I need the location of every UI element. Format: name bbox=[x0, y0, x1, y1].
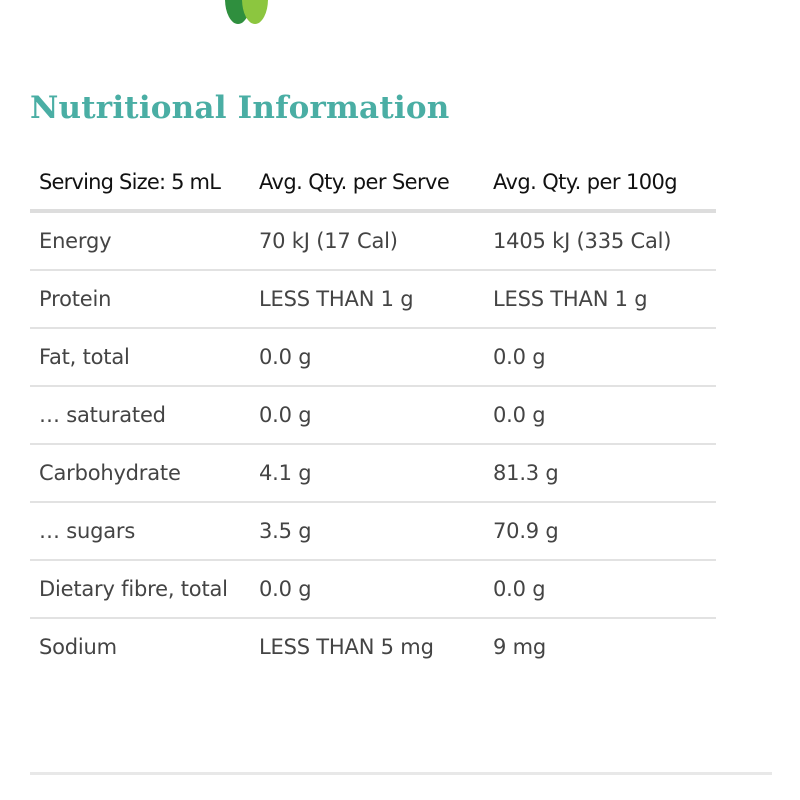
nutrient-name: … saturated bbox=[30, 386, 250, 445]
per-serve-value: 0.0 g bbox=[250, 560, 484, 619]
per-100g-value: 0.0 g bbox=[484, 560, 716, 619]
logo-light-leaf bbox=[242, 0, 268, 24]
per-100g-value: 0.0 g bbox=[484, 386, 716, 445]
per-100g-value: 9 mg bbox=[493, 635, 547, 659]
section-divider bbox=[30, 772, 772, 775]
per-100g-value: 81.3 g bbox=[484, 444, 716, 503]
per-100g-value: 0.0 g bbox=[484, 328, 716, 387]
header-serving-size: Serving Size: 5 mL bbox=[30, 155, 250, 213]
per-serve-value: LESS THAN 1 g bbox=[250, 270, 484, 329]
section-title: Nutritional Information bbox=[30, 90, 450, 126]
table-row: Energy 70 kJ (17 Cal) 1405 kJ (335 Cal) bbox=[30, 211, 716, 271]
nutrient-name: Carbohydrate bbox=[30, 444, 250, 503]
nutrition-table: Serving Size: 5 mL Avg. Qty. per Serve A… bbox=[30, 155, 716, 675]
per-serve-value: 0.0 g bbox=[250, 328, 484, 387]
table-row: Fat, total 0.0 g 0.0 g bbox=[30, 328, 716, 387]
nutrient-name: … sugars bbox=[30, 502, 250, 561]
nutrient-name: Dietary fibre, total bbox=[30, 560, 250, 619]
per-100g-value: 70.9 g bbox=[484, 502, 716, 561]
nutrient-name: Energy bbox=[30, 211, 250, 271]
table-row: … sugars 3.5 g 70.9 g bbox=[30, 502, 716, 561]
nutrient-name: Fat, total bbox=[30, 328, 250, 387]
table-row: Protein LESS THAN 1 g LESS THAN 1 g bbox=[30, 270, 716, 329]
per-serve-value: 0.0 g bbox=[250, 386, 484, 445]
table-row: … saturated 0.0 g 0.0 g bbox=[30, 386, 716, 445]
table-row: Carbohydrate 4.1 g 81.3 g bbox=[30, 444, 716, 503]
per-serve-value: LESS THAN 5 mg bbox=[259, 635, 434, 659]
header-per-100g: Avg. Qty. per 100g bbox=[484, 155, 716, 213]
table-row: Sodium LESS THAN 5 mg 9 mg bbox=[30, 618, 716, 675]
table-header-row: Serving Size: 5 mL Avg. Qty. per Serve A… bbox=[30, 155, 716, 213]
nutrient-name: Protein bbox=[30, 270, 250, 329]
per-serve-value: 70 kJ (17 Cal) bbox=[250, 211, 484, 271]
per-serve-value: 3.5 g bbox=[250, 502, 484, 561]
brand-logo-fragment bbox=[222, 0, 272, 26]
header-per-serve: Avg. Qty. per Serve bbox=[250, 155, 484, 213]
nutrient-name: Sodium bbox=[39, 635, 117, 659]
per-100g-value: LESS THAN 1 g bbox=[484, 270, 716, 329]
per-100g-value: 1405 kJ (335 Cal) bbox=[484, 211, 716, 271]
table-row: Dietary fibre, total 0.0 g 0.0 g bbox=[30, 560, 716, 619]
per-serve-value: 4.1 g bbox=[250, 444, 484, 503]
